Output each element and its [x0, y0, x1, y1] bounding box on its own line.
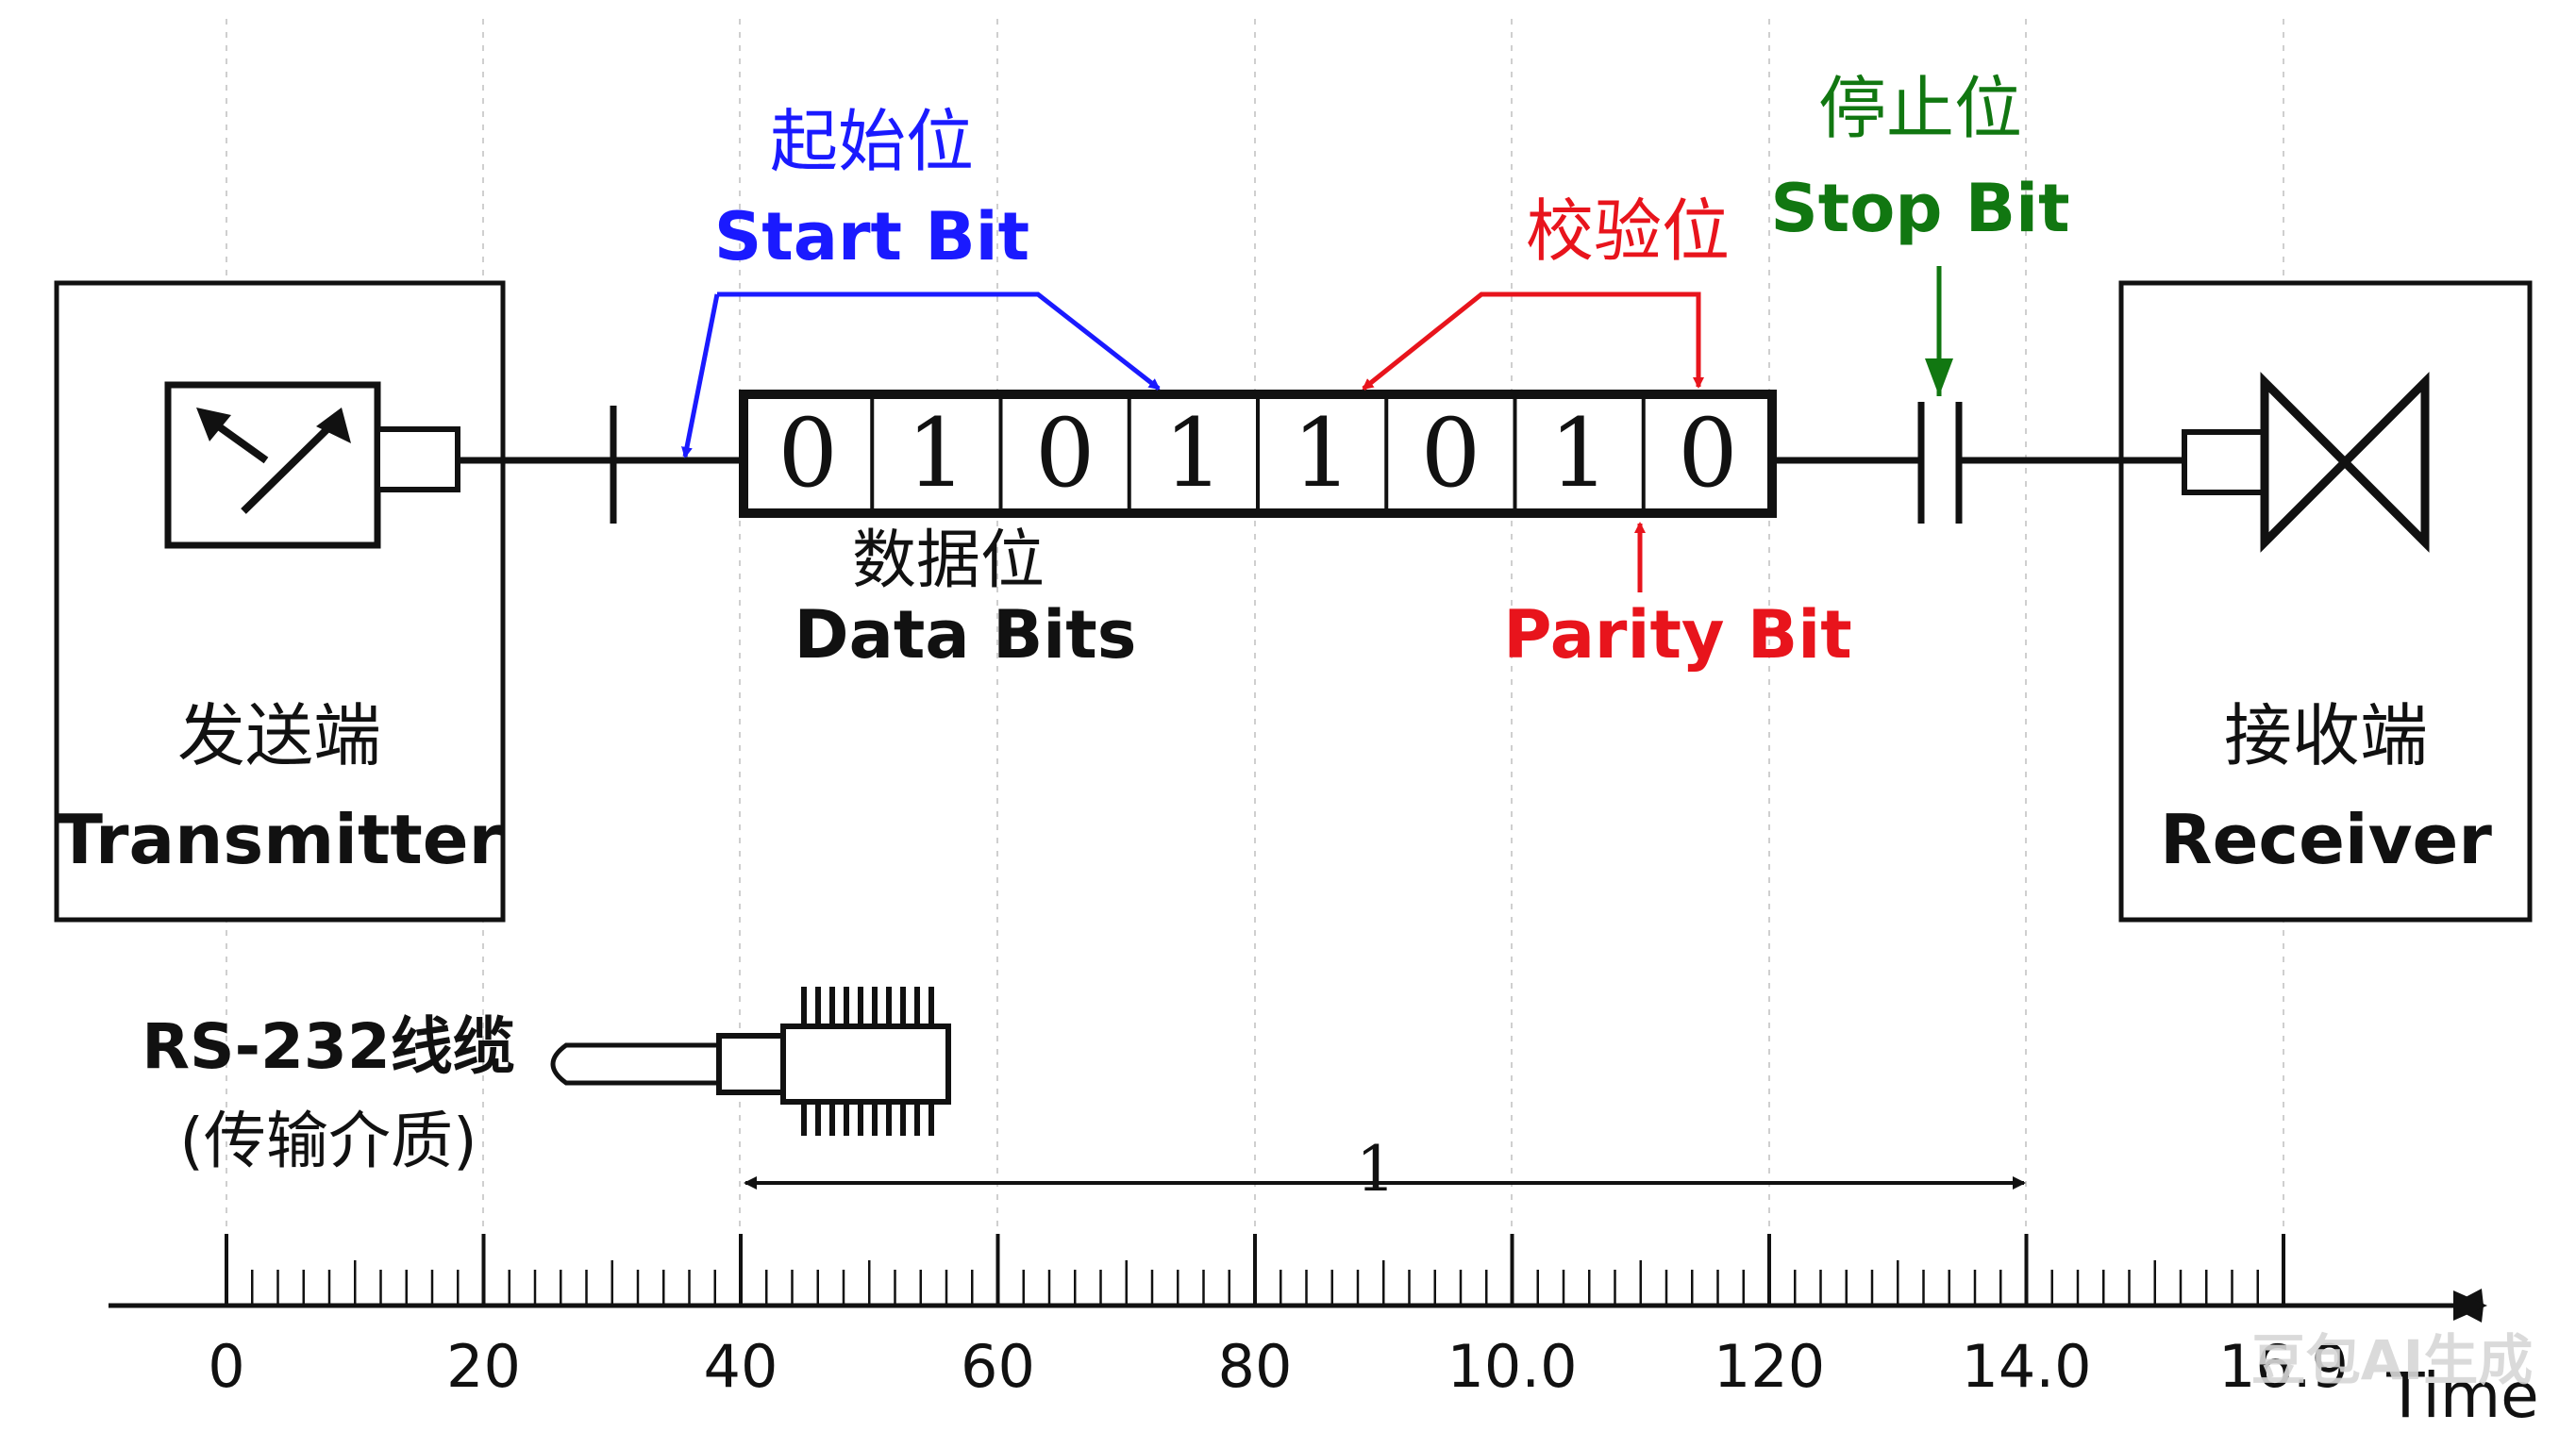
- bit-value: 1: [1163, 398, 1224, 508]
- tick-label: 14.0: [1961, 1332, 2091, 1401]
- watermark: 豆包AI生成: [2251, 1328, 2533, 1392]
- tick-label: 120: [1714, 1332, 1825, 1401]
- stop-bit-annotation: 停止位 Stop Bit: [1770, 69, 2070, 396]
- antenna-arrow-icon: [164, 381, 460, 549]
- bit-value: 0: [1421, 398, 1481, 508]
- bit-value: 1: [1292, 398, 1352, 508]
- data-bits-label-cn: 数据位: [852, 524, 1045, 598]
- receiver-label-cn: 接收端: [2224, 696, 2428, 775]
- parity-bit-label-en: Parity Bit: [1503, 596, 1851, 674]
- rs232-cable: RS-232线缆 (传输介质): [142, 987, 951, 1177]
- bit-value: 0: [1678, 398, 1738, 508]
- stop-bit-label-en: Stop Bit: [1770, 170, 2069, 247]
- receiver-label-en: Receiver: [2160, 800, 2492, 879]
- data-bits-label-en: Data Bits: [795, 596, 1137, 674]
- cable-sub-label: (传输介质): [179, 1105, 477, 1177]
- frame-duration-marker: 1: [744, 1133, 2026, 1206]
- duration-label: 1: [1356, 1133, 1396, 1206]
- bit-value: 1: [907, 398, 967, 508]
- rs232-connector-icon: [550, 987, 951, 1136]
- stop-bit-label-cn: 停止位: [1818, 69, 2022, 148]
- bit-value: 1: [1549, 398, 1610, 508]
- transmitter-label-cn: 发送端: [177, 696, 381, 775]
- tick-label: 80: [1218, 1332, 1293, 1401]
- parity-bit-annotation: 校验位 Parity Bit: [1362, 191, 1852, 674]
- bit-value: 0: [778, 398, 838, 508]
- start-bit-label-en: Start Bit: [714, 198, 1029, 275]
- transmitter-label-en: Transmitter: [57, 800, 503, 879]
- tick-label: 10.0: [1447, 1332, 1577, 1401]
- tick-label: 20: [446, 1332, 521, 1401]
- transmitter-block: 发送端 Transmitter: [54, 280, 506, 923]
- start-bit-annotation: 起始位 Start Bit: [681, 102, 1161, 458]
- data-bits-annotation: 数据位 Data Bits: [795, 524, 1137, 674]
- receiver-block: 接收端 Receiver: [2118, 280, 2533, 923]
- axis-label: Time: [2385, 1359, 2539, 1432]
- tick-label: 40: [704, 1332, 778, 1401]
- start-bit-label-cn: 起始位: [770, 102, 974, 181]
- bit-value: 0: [1035, 398, 1096, 508]
- cable-label: RS-232线缆: [142, 1010, 515, 1083]
- time-axis: 0 20 40 60 80 10.0 120 14.0 16.9 Time: [109, 1234, 2539, 1432]
- signal-line: [458, 402, 2184, 524]
- tick-label: 0: [208, 1332, 244, 1401]
- tick-label: 60: [961, 1332, 1035, 1401]
- tick-label: 16.9: [2218, 1332, 2349, 1401]
- parity-bit-label-cn: 校验位: [1526, 191, 1730, 271]
